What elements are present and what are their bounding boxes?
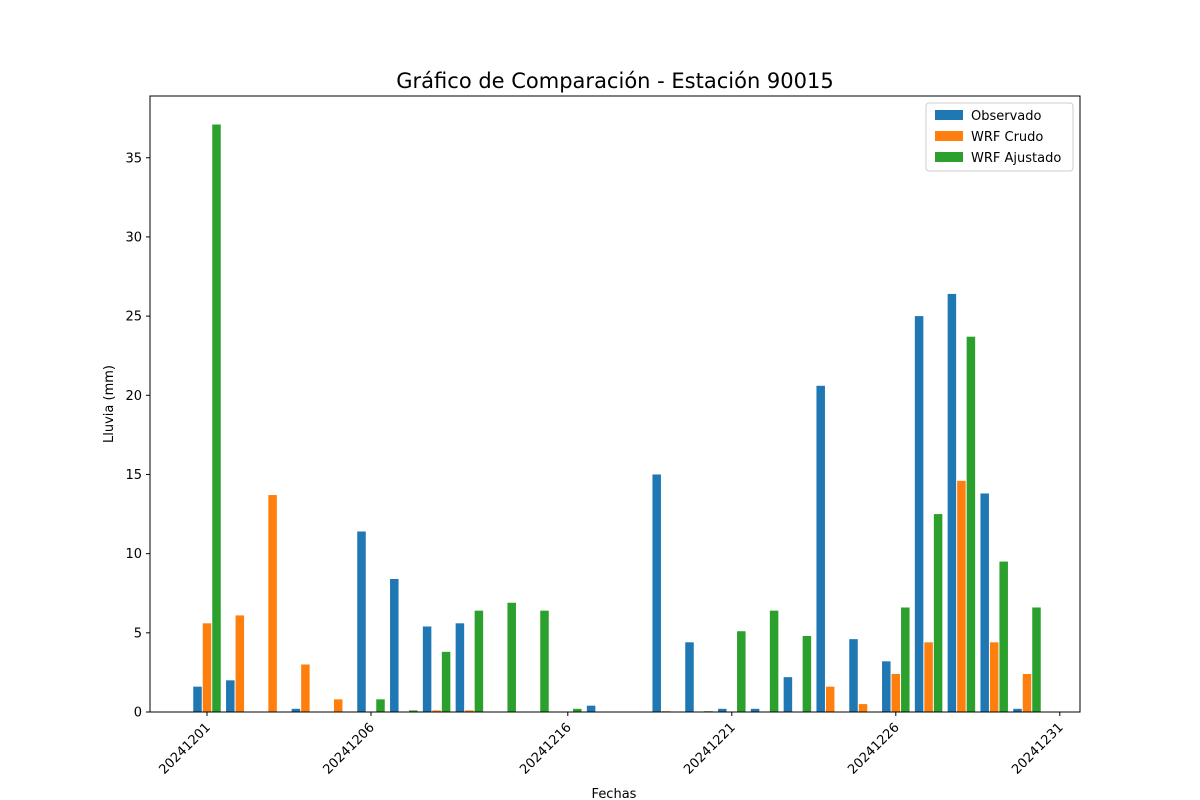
bar-observado-20241202: [226, 680, 235, 712]
legend: Observado WRF Crudo WRF Ajustado: [925, 102, 1074, 172]
bar-observado-20241225: [849, 639, 858, 712]
x-tick-label: 20241221: [681, 720, 738, 777]
bar-wrf-crudo-20241203: [268, 495, 277, 712]
legend-label: WRF Crudo: [971, 130, 1043, 145]
bar-wrf-crudo-20241205: [333, 699, 343, 712]
bar-wrf-crudo-20241208: [432, 710, 441, 712]
bar-wrf-crudo-20241229: [989, 642, 999, 712]
bar-wrf-crudo-20241209: [465, 710, 474, 712]
bar-wrf-ajustado-20241223: [802, 635, 812, 712]
bar-observado-20241230: [1013, 708, 1022, 712]
legend-label: Observado: [971, 109, 1042, 124]
bar-wrf-ajustado-20241207: [409, 710, 418, 712]
bar-observado-20241204: [291, 708, 301, 712]
bar-wrf-ajustado-20241226: [901, 607, 910, 712]
bar-observado-20241224: [816, 385, 825, 712]
bar-wrf-crudo-20241228: [957, 480, 966, 712]
bar-observado-20241222: [750, 708, 760, 712]
y-tick-label: 10: [125, 547, 142, 562]
x-tick-label: 20241216: [517, 720, 574, 777]
bar-wrf-ajustado-20241206: [376, 699, 385, 712]
bar-observado-20241223: [783, 677, 793, 712]
bar-wrf-crudo-20241227: [924, 642, 933, 712]
bar-observado-20241219: [652, 474, 661, 712]
bar-wrf-ajustado-20241222: [769, 610, 779, 712]
bar-wrf-crudo-20241204: [301, 664, 310, 712]
bar-observado-20241209: [455, 623, 465, 712]
bar-wrf-ajustado-20241211: [540, 610, 549, 712]
bar-wrf-ajustado-20241228: [966, 336, 976, 712]
bar-wrf-ajustado-20241210: [507, 602, 516, 712]
y-axis: 0 5 10 15 20 25 30 35: [125, 151, 150, 721]
y-axis-label: Lluvia (mm): [102, 365, 117, 443]
x-tick-label: 20241231: [1009, 720, 1066, 777]
y-tick-label: 15: [125, 468, 142, 483]
bar-wrf-ajustado-20241229: [999, 561, 1008, 712]
bar-observado-20241229: [980, 493, 989, 712]
y-tick-label: 25: [125, 310, 142, 325]
bar-wrf-crudo-20241225: [858, 704, 868, 712]
x-tick-label: 20241226: [845, 720, 902, 777]
bar-wrf-crudo-20241230: [1022, 673, 1032, 712]
bar-wrf-crudo-20241224: [825, 686, 835, 712]
x-axis: 20241201 20241206 20241216 20241221 20241226…: [156, 712, 1067, 778]
legend-swatch: [935, 152, 963, 162]
bar-observado-20241201: [193, 686, 202, 712]
bar-observado-20241207: [390, 578, 399, 712]
bar-wrf-ajustado-20241209: [474, 610, 484, 712]
bar-observado-20241228: [947, 293, 957, 712]
bar-wrf-ajustado-20241221: [737, 631, 746, 712]
y-tick-label: 30: [125, 230, 142, 245]
bar-wrf-ajustado-20241208: [441, 651, 451, 712]
bars: [193, 124, 1041, 712]
bar-wrf-ajustado-20241216: [573, 708, 582, 712]
x-tick-label: 20241201: [156, 720, 213, 777]
y-tick-label: 20: [125, 389, 142, 404]
y-tick-label: 5: [134, 626, 142, 641]
legend-label: WRF Ajustado: [971, 151, 1061, 166]
bar-observado-20241206: [357, 531, 366, 712]
plot-frame: [149, 95, 1081, 713]
y-tick-label: 35: [125, 151, 142, 166]
bar-wrf-crudo-20241201: [202, 623, 212, 712]
y-tick-label: 0: [134, 706, 142, 721]
bar-observado-20241220: [685, 642, 694, 712]
bar-observado-20241221: [718, 708, 727, 712]
bar-wrf-ajustado-20241201: [212, 124, 221, 712]
legend-swatch: [935, 131, 963, 141]
legend-swatch: [935, 110, 963, 120]
bar-observado-20241217: [586, 705, 596, 712]
chart-title: Gráfico de Comparación - Estación 90015: [396, 69, 833, 93]
x-tick-label: 20241206: [320, 720, 377, 777]
bar-wrf-ajustado-20241230: [1032, 607, 1041, 712]
bar-wrf-crudo-20241202: [235, 615, 245, 712]
bar-observado-20241227: [914, 316, 924, 712]
x-axis-label: Fechas: [592, 787, 637, 800]
bar-observado-20241208: [422, 626, 432, 712]
bar-observado-20241226: [882, 661, 891, 712]
bar-wrf-crudo-20241226: [891, 673, 901, 712]
bar-wrf-ajustado-20241227: [933, 514, 943, 712]
